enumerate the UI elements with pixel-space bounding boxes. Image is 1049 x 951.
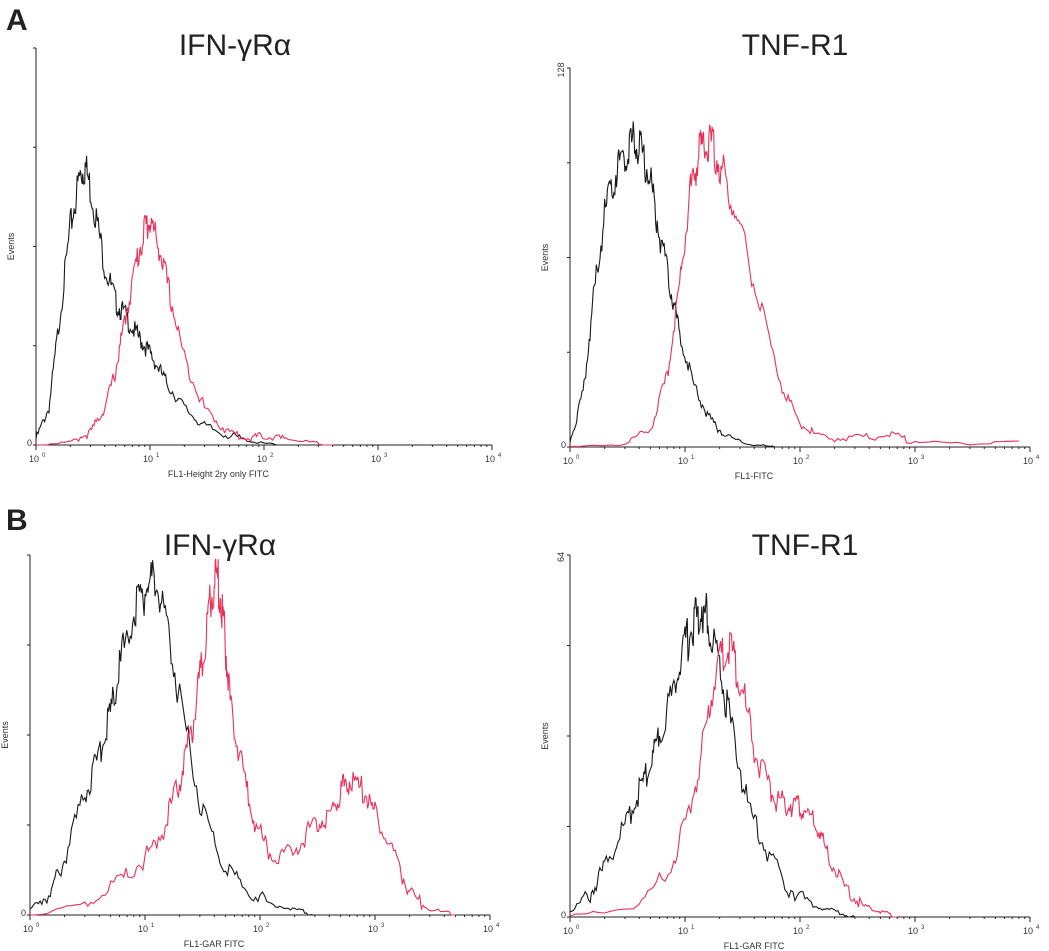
x-tick-exponent: 4 xyxy=(1036,455,1040,461)
x-tick-exponent: 1 xyxy=(691,455,695,461)
stained-histogram-line xyxy=(30,558,456,916)
x-tick-exponent: 0 xyxy=(36,923,40,929)
control-histogram-line xyxy=(35,155,278,446)
x-tick-label: 10 xyxy=(1023,456,1033,466)
stained-histogram-line xyxy=(570,124,1019,447)
x-tick-label: 10 xyxy=(29,454,39,464)
stained-histogram-line xyxy=(35,214,333,446)
x-axis-label: FL1-GAR FITC xyxy=(184,939,245,949)
x-axis-label: FL1-FITC xyxy=(735,471,774,481)
x-tick-exponent: 3 xyxy=(921,455,925,461)
x-tick-exponent: 3 xyxy=(384,453,388,459)
chart-title: IFN-γRα xyxy=(179,29,291,62)
x-tick-exponent: 1 xyxy=(691,925,695,931)
chart-title: IFN-γRα xyxy=(164,529,276,562)
control-histogram-line xyxy=(29,560,315,916)
control-histogram-line xyxy=(569,121,775,448)
x-tick-exponent: 0 xyxy=(576,455,580,461)
y-tick-label: 0 xyxy=(561,910,566,920)
x-tick-exponent: 0 xyxy=(42,453,46,459)
y-axis-label: Events xyxy=(0,721,10,749)
x-tick-exponent: 2 xyxy=(806,455,810,461)
x-tick-exponent: 1 xyxy=(151,923,155,929)
x-axis-label: FL1-GAR FITC xyxy=(724,941,785,951)
x-tick-exponent: 4 xyxy=(1036,925,1040,931)
x-tick-label: 10 xyxy=(678,456,688,466)
x-tick-exponent: 4 xyxy=(496,923,500,929)
x-tick-label: 10 xyxy=(563,456,573,466)
x-tick-label: 10 xyxy=(793,926,803,936)
chart-title: TNF-R1 xyxy=(752,529,859,562)
y-tick-label: 0 xyxy=(27,438,32,448)
x-tick-label: 10 xyxy=(483,924,493,934)
x-tick-exponent: 0 xyxy=(576,925,580,931)
x-tick-label: 10 xyxy=(793,456,803,466)
y-max-label: 64 xyxy=(556,552,566,562)
x-tick-label: 10 xyxy=(908,456,918,466)
x-tick-label: 10 xyxy=(678,926,688,936)
panel-label-a: A xyxy=(6,4,28,37)
x-tick-exponent: 3 xyxy=(921,925,925,931)
y-tick-label: 0 xyxy=(561,440,566,450)
y-axis-label: Events xyxy=(540,243,550,271)
x-tick-exponent: 2 xyxy=(806,925,810,931)
x-tick-label: 10 xyxy=(257,454,267,464)
x-tick-label: 10 xyxy=(908,926,918,936)
x-axis-label: FL1-Height 2ry only FITC xyxy=(168,469,270,479)
x-tick-label: 10 xyxy=(253,924,263,934)
control-histogram-line xyxy=(569,592,856,918)
x-tick-label: 10 xyxy=(371,454,381,464)
x-tick-label: 10 xyxy=(138,924,148,934)
x-tick-exponent: 2 xyxy=(266,923,270,929)
x-tick-label: 10 xyxy=(485,454,495,464)
y-axis-label: Events xyxy=(540,722,550,750)
x-tick-label: 10 xyxy=(143,454,153,464)
x-tick-exponent: 2 xyxy=(270,453,274,459)
x-tick-exponent: 3 xyxy=(381,923,385,929)
x-tick-exponent: 1 xyxy=(156,453,160,459)
y-tick-label: 0 xyxy=(21,908,26,918)
chart-title: TNF-R1 xyxy=(742,29,849,62)
x-tick-label: 10 xyxy=(1023,926,1033,936)
x-tick-label: 10 xyxy=(23,924,33,934)
x-tick-label: 10 xyxy=(563,926,573,936)
y-max-label: 128 xyxy=(556,62,566,77)
y-axis-label: Events xyxy=(6,232,16,260)
stained-histogram-line xyxy=(569,631,898,918)
x-tick-exponent: 4 xyxy=(498,453,502,459)
panel-label-b: B xyxy=(6,504,28,537)
x-tick-label: 10 xyxy=(368,924,378,934)
